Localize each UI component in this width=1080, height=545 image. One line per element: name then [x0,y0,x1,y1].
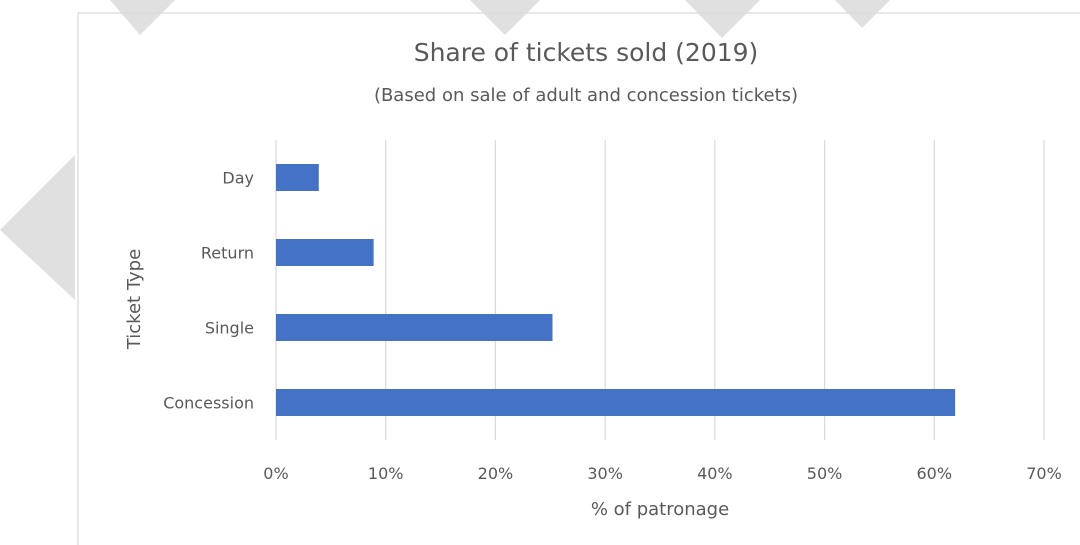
y-tick-label-concession: Concession [163,394,254,413]
x-tick-label: 70% [1026,464,1062,483]
watermark-decoration [0,0,890,300]
bar-concession [276,389,956,416]
bar-return [276,239,374,266]
watermark-shape-top-1 [110,0,175,35]
watermark-shape-top-2 [470,0,540,35]
watermark-shape-left [0,155,75,300]
x-tick-label: 60% [917,464,953,483]
bar-single [276,314,553,341]
y-tick-labels: Day Return Single Concession [163,169,254,413]
chart-subtitle: (Based on sale of adult and concession t… [374,85,798,106]
x-axis-title: % of patronage [591,499,729,520]
watermark-shape-top-4 [835,0,890,28]
y-tick-label-return: Return [201,244,254,263]
y-axis-title: Ticket Type [124,249,145,350]
bar-day [276,164,319,191]
x-tick-label: 10% [368,464,404,483]
chart-title: Share of tickets sold (2019) [414,38,759,67]
x-tick-label: 0% [263,464,288,483]
watermark-shape-top-3 [685,0,760,38]
y-tick-label-single: Single [205,319,254,338]
x-tick-labels: 0% 10% 20% 30% 40% 50% 60% 70% [263,464,1061,483]
x-tick-label: 30% [587,464,623,483]
x-tick-label: 40% [697,464,733,483]
x-tick-label: 20% [478,464,514,483]
x-tick-label: 50% [807,464,843,483]
y-tick-label-day: Day [222,169,254,188]
bars [276,164,956,416]
